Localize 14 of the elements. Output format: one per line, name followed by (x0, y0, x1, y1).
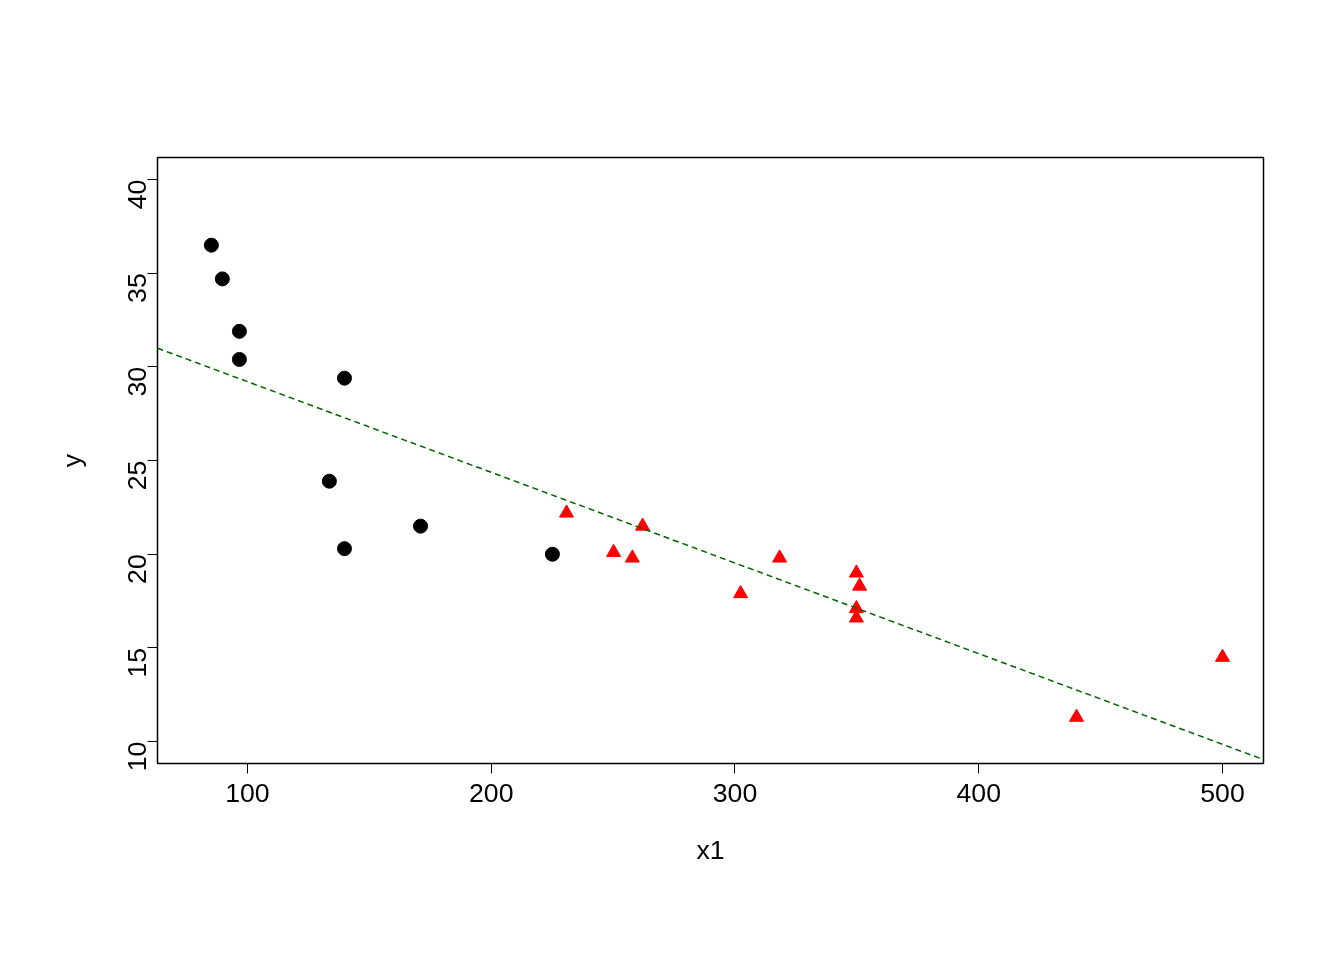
y-tick-label: 20 (122, 554, 153, 584)
y-tick-label: 40 (122, 179, 153, 210)
y-tick-label: 35 (122, 273, 153, 303)
x-tick-label: 400 (956, 777, 1002, 808)
x-tick-label: 300 (712, 777, 758, 808)
x-tick-label: 200 (468, 777, 514, 808)
x-tick-label: 100 (225, 777, 270, 808)
y-tick-label: 25 (122, 460, 153, 491)
y-axis-title: y (56, 453, 87, 468)
y-tick-label: 15 (122, 647, 153, 678)
y-tick-label: 30 (122, 366, 153, 397)
x-axis-title: x1 (696, 834, 725, 865)
y-tick-label: 10 (122, 741, 153, 772)
x-tick-label: 500 (1200, 777, 1245, 808)
